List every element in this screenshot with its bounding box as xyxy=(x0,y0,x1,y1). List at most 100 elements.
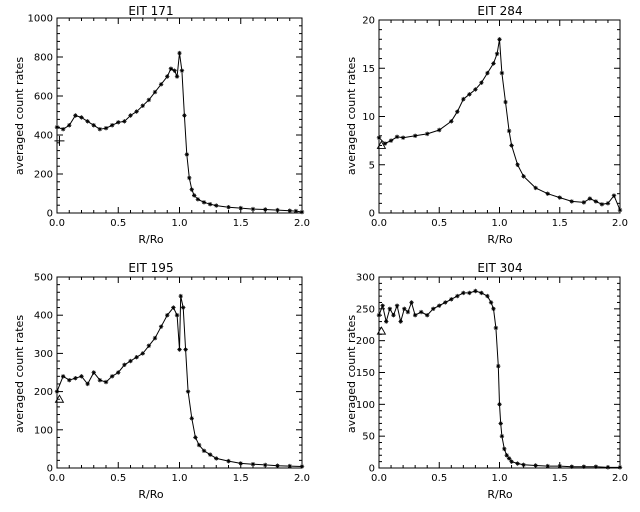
data-point xyxy=(146,343,152,348)
data-point xyxy=(85,119,90,124)
data-point xyxy=(109,123,115,128)
chart-title: EIT 304 xyxy=(477,261,522,275)
x-tick-label: 1.5 xyxy=(552,473,568,484)
y-tick-label: 400 xyxy=(34,311,53,322)
data-point xyxy=(437,303,442,308)
x-axis-label: R/Ro xyxy=(487,488,512,501)
data-point xyxy=(461,96,466,102)
plot-frame xyxy=(378,19,621,214)
data-point xyxy=(60,126,66,132)
data-point xyxy=(400,135,406,140)
data-point xyxy=(293,208,299,214)
y-tick-label: 100 xyxy=(34,425,53,436)
y-axis-label: averaged count rates xyxy=(345,315,358,433)
data-point xyxy=(189,187,194,192)
data-point xyxy=(174,74,180,79)
data-point xyxy=(506,128,512,134)
series-line xyxy=(56,53,303,213)
data-point xyxy=(491,306,496,312)
series-line xyxy=(378,290,620,468)
data-point xyxy=(299,209,305,215)
data-point xyxy=(182,113,187,118)
data-point xyxy=(168,66,174,71)
series-line xyxy=(56,295,303,467)
x-tick-label: 1.0 xyxy=(492,473,508,484)
data-point xyxy=(473,288,478,294)
data-point xyxy=(91,370,96,375)
data-point xyxy=(263,462,268,468)
data-point xyxy=(376,135,382,140)
data-point xyxy=(91,123,96,128)
data-point xyxy=(85,381,90,387)
data-point xyxy=(128,358,133,364)
data-point xyxy=(174,313,180,318)
data-point xyxy=(196,442,202,448)
y-axis-label: averaged count rates xyxy=(13,315,26,433)
data-point xyxy=(128,113,133,118)
y-tick-label: 15 xyxy=(362,64,375,75)
chart-eit-304: EIT 304 R/Ro averaged count rates 0.0 0.5… xyxy=(345,261,628,501)
data-point xyxy=(491,61,496,66)
data-point xyxy=(195,197,201,202)
x-tick-label: 0.5 xyxy=(431,218,447,229)
data-point xyxy=(409,300,414,305)
data-point xyxy=(263,207,268,212)
data-point xyxy=(380,303,385,308)
data-point xyxy=(398,319,403,324)
y-tick-label: 200 xyxy=(356,336,375,347)
data-point xyxy=(103,379,109,385)
y-tick-label: 0 xyxy=(47,464,53,475)
data-point xyxy=(97,377,103,383)
data-point xyxy=(449,297,454,302)
data-point xyxy=(201,448,207,454)
data-point xyxy=(134,109,139,114)
data-point xyxy=(479,80,484,85)
data-point xyxy=(193,435,198,440)
data-point xyxy=(250,461,256,467)
y-tick-label: 0 xyxy=(369,209,375,220)
data-point xyxy=(605,201,611,206)
data-point xyxy=(605,465,611,470)
data-point xyxy=(54,389,60,394)
data-point xyxy=(103,125,109,131)
y-tick-label: 600 xyxy=(34,92,53,103)
data-point xyxy=(382,141,388,146)
y-tick-label: 800 xyxy=(34,53,53,64)
data-point xyxy=(165,313,170,318)
data-point xyxy=(177,50,182,56)
data-point xyxy=(497,37,502,42)
y-tick-label: 150 xyxy=(356,368,375,379)
y-tick-label: 0 xyxy=(369,464,375,475)
data-point xyxy=(599,202,605,207)
data-point xyxy=(187,175,192,181)
data-point xyxy=(593,199,599,204)
y-tick-label: 200 xyxy=(34,387,53,398)
data-point xyxy=(134,355,139,360)
y-tick-label: 300 xyxy=(356,273,375,284)
data-point xyxy=(391,313,396,318)
data-point xyxy=(158,82,164,87)
data-point xyxy=(581,200,587,205)
data-point xyxy=(238,205,243,211)
data-point xyxy=(509,459,514,464)
data-point xyxy=(109,374,115,379)
x-tick-label: 0.0 xyxy=(371,218,387,229)
x-tick-label: 2.0 xyxy=(294,473,310,484)
data-point xyxy=(617,207,623,213)
data-point xyxy=(189,416,194,421)
data-point xyxy=(485,70,490,76)
data-point xyxy=(394,303,400,308)
data-point xyxy=(473,87,478,92)
data-point xyxy=(545,463,550,469)
data-point xyxy=(178,293,183,299)
data-point xyxy=(275,463,280,468)
data-point xyxy=(569,199,574,204)
data-point xyxy=(617,465,623,470)
data-point xyxy=(443,300,448,305)
data-point xyxy=(116,370,121,375)
data-point xyxy=(79,115,84,120)
x-tick-label: 0.5 xyxy=(431,473,447,484)
data-point xyxy=(493,325,499,331)
data-point xyxy=(488,300,494,305)
data-point xyxy=(515,162,520,167)
